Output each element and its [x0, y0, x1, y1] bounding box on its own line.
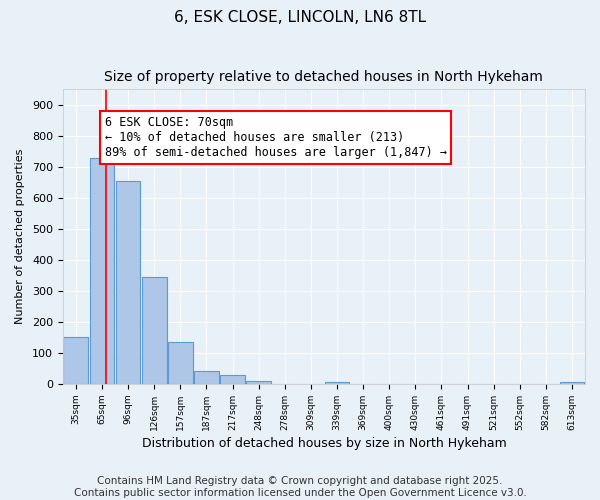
Bar: [220, 376, 245, 384]
Bar: [325, 382, 349, 384]
Bar: [246, 381, 271, 384]
Text: 6, ESK CLOSE, LINCOLN, LN6 8TL: 6, ESK CLOSE, LINCOLN, LN6 8TL: [174, 10, 426, 25]
Y-axis label: Number of detached properties: Number of detached properties: [15, 149, 25, 324]
Bar: [89, 158, 115, 384]
Bar: [194, 371, 219, 384]
Bar: [116, 181, 140, 384]
Text: 6 ESK CLOSE: 70sqm
← 10% of detached houses are smaller (213)
89% of semi-detach: 6 ESK CLOSE: 70sqm ← 10% of detached hou…: [104, 116, 446, 159]
Bar: [64, 338, 88, 384]
Bar: [142, 277, 167, 384]
Title: Size of property relative to detached houses in North Hykeham: Size of property relative to detached ho…: [104, 70, 544, 84]
Text: Contains HM Land Registry data © Crown copyright and database right 2025.
Contai: Contains HM Land Registry data © Crown c…: [74, 476, 526, 498]
Bar: [560, 382, 584, 384]
Bar: [168, 342, 193, 384]
X-axis label: Distribution of detached houses by size in North Hykeham: Distribution of detached houses by size …: [142, 437, 506, 450]
